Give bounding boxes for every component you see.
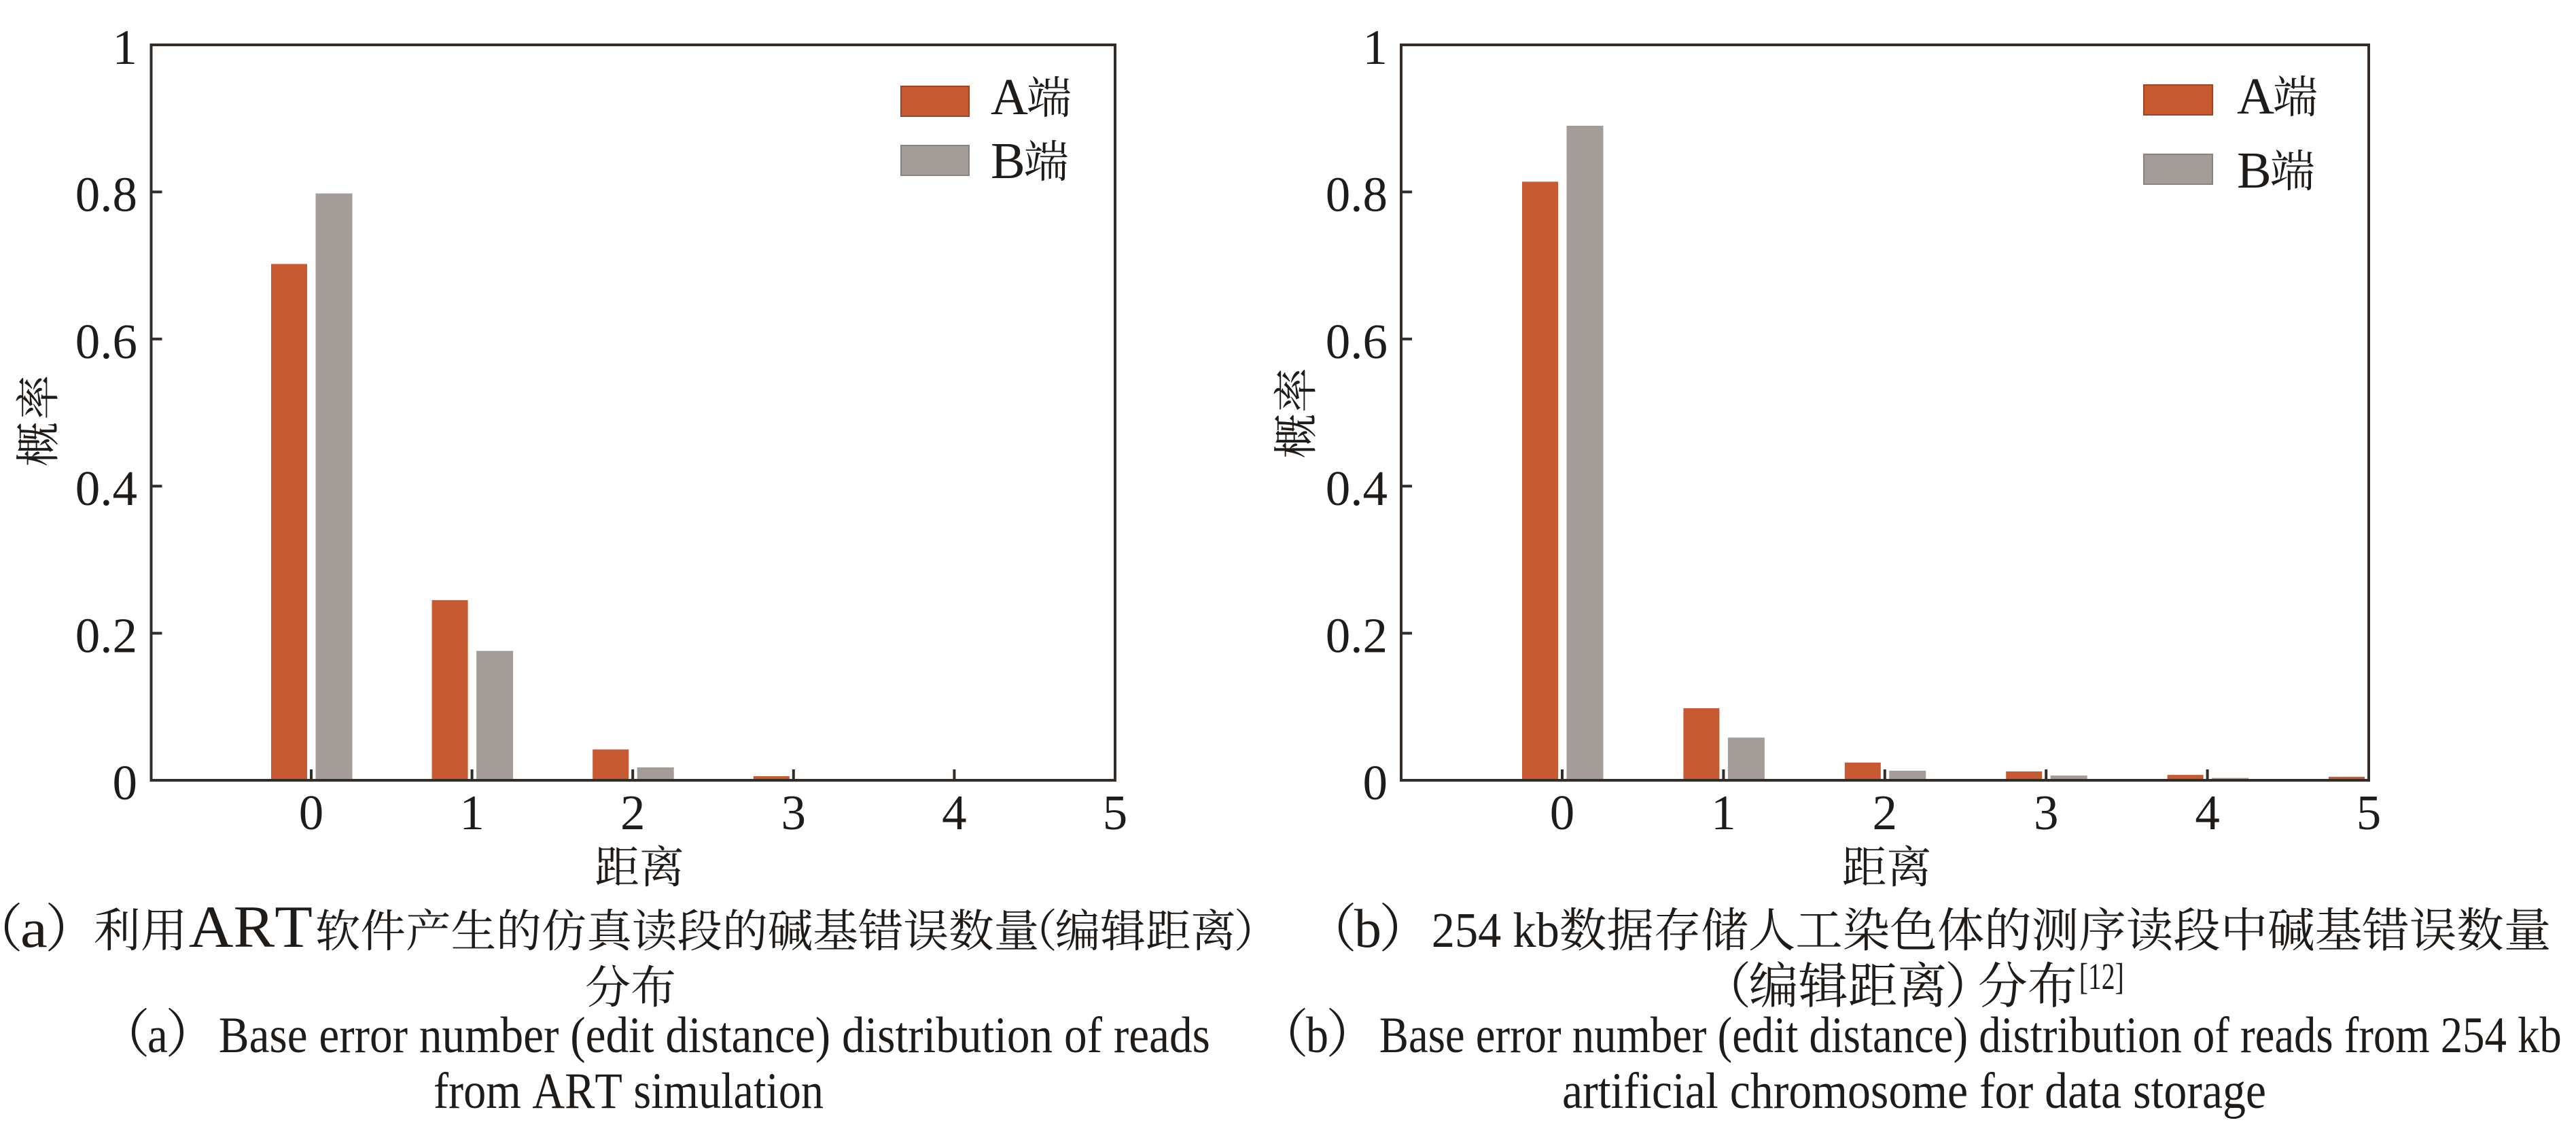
svg-text:5: 5 (1103, 785, 1128, 840)
svg-text:B: B (991, 133, 1025, 190)
svg-text:3: 3 (781, 785, 807, 840)
svg-text:0.4: 0.4 (75, 461, 137, 516)
svg-text:0: 0 (1550, 785, 1575, 840)
svg-text:Base error number (edit distan: Base error number (edit distance) distri… (219, 1007, 1210, 1064)
svg-text:0: 0 (1363, 755, 1388, 810)
svg-text:from ART simulation: from ART simulation (434, 1063, 824, 1119)
svg-text:4: 4 (2195, 785, 2220, 840)
svg-text:b: b (1306, 1007, 1328, 1064)
svg-text:0.8: 0.8 (75, 167, 137, 222)
svg-text:3: 3 (2034, 785, 2059, 840)
svg-text:0.6: 0.6 (1326, 314, 1388, 369)
svg-text:1: 1 (1711, 785, 1736, 840)
svg-text:0.8: 0.8 (1326, 167, 1388, 222)
svg-text:A: A (2237, 68, 2274, 125)
svg-text:ART: ART (189, 894, 313, 960)
svg-text:1: 1 (459, 785, 484, 840)
svg-text:5: 5 (2357, 785, 2382, 840)
svg-text:0.4: 0.4 (1326, 461, 1388, 516)
svg-text:0.6: 0.6 (75, 314, 137, 369)
svg-text:0.2: 0.2 (1326, 608, 1388, 663)
svg-text:artificial chromosome for data: artificial chromosome for data storage (1562, 1063, 2266, 1119)
svg-text:A: A (991, 69, 1028, 126)
svg-text:Base error number (edit distan: Base error number (edit distance) distri… (1379, 1007, 2562, 1064)
svg-text:0: 0 (299, 785, 324, 840)
svg-text:B: B (2237, 142, 2272, 199)
svg-text:1: 1 (1363, 20, 1388, 75)
svg-text:0: 0 (113, 755, 138, 810)
svg-text:4: 4 (942, 785, 967, 840)
svg-text:a: a (20, 899, 48, 959)
svg-text:b: b (1354, 899, 1381, 959)
svg-text:a: a (147, 1007, 168, 1064)
svg-text:2: 2 (620, 785, 646, 840)
svg-text:1: 1 (113, 20, 138, 75)
svg-text:254 kb: 254 kb (1432, 903, 1559, 958)
svg-text:2: 2 (1873, 785, 1898, 840)
svg-text:[12]: [12] (2079, 956, 2124, 997)
svg-text:0.2: 0.2 (75, 608, 137, 663)
